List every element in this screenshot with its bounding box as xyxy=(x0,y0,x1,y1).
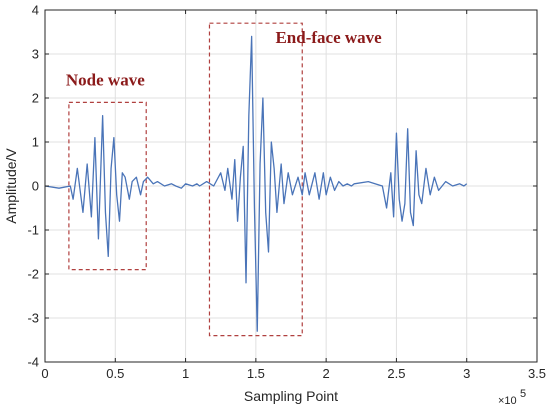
annotation-label-0: Node wave xyxy=(66,70,145,89)
annotation-box-0 xyxy=(68,101,147,271)
series-line-0 xyxy=(44,35,468,332)
y-tick-label-0: -4 xyxy=(27,355,39,370)
x-tick-label-3: 1.5 xyxy=(247,366,265,381)
y-tick-label-7: 3 xyxy=(32,47,39,62)
x-tick-label-7: 3.5 xyxy=(528,366,546,381)
x-tick-label-2: 1 xyxy=(182,366,189,381)
x-tick-label-1: 0.5 xyxy=(106,366,124,381)
x-tick-label-0: 0 xyxy=(41,366,48,381)
y-tick-label-5: 1 xyxy=(32,135,39,150)
x-tick-label-6: 3 xyxy=(463,366,470,381)
x-tick-label-5: 2.5 xyxy=(387,366,405,381)
y-tick-label-8: 4 xyxy=(32,3,39,18)
x-exponent-power: 5 xyxy=(520,388,526,400)
x-exponent-label: ×10 xyxy=(498,395,517,407)
y-tick-label-3: -1 xyxy=(27,223,39,238)
y-tick-label-1: -3 xyxy=(27,311,39,326)
y-tick-label-6: 2 xyxy=(32,91,39,106)
y-tick-label-2: -2 xyxy=(27,267,39,282)
x-axis-title: Sampling Point xyxy=(244,388,338,404)
annotation-box-1 xyxy=(208,22,303,337)
x-tick-label-4: 2 xyxy=(323,366,330,381)
annotation-label-1: End-face wave xyxy=(275,28,382,47)
y-tick-label-4: 0 xyxy=(32,179,39,194)
y-axis-title: Amplitude/V xyxy=(3,148,19,224)
